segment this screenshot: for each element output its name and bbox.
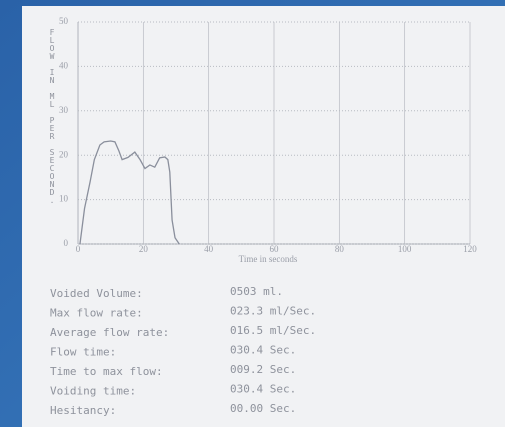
result-value: 030.4 Sec.	[230, 383, 296, 396]
y-tick-label: 40	[59, 60, 69, 70]
y-tick-label: 30	[59, 105, 69, 115]
result-label: Voiding time:	[50, 385, 136, 398]
result-label: Average flow rate:	[50, 326, 169, 339]
result-label: Max flow rate:	[50, 307, 143, 320]
result-value: 023.3 ml/Sec.	[230, 305, 316, 318]
x-tick-label: 0	[76, 244, 81, 254]
y-axis-label: FLOW IN ML PER SECOND.	[48, 28, 57, 204]
x-tick-label: 120	[463, 244, 477, 254]
result-label: Hesitancy:	[50, 404, 116, 417]
x-tick-label: 60	[270, 244, 280, 254]
x-axis-label: Time in seconds	[239, 254, 298, 264]
result-value: 0503 ml.	[230, 285, 283, 298]
x-tick-label: 20	[139, 244, 149, 254]
result-label: Flow time:	[50, 346, 116, 359]
chart: FLOW IN ML PER SECOND. Time in seconds V…	[0, 0, 505, 427]
y-tick-label: 20	[59, 149, 69, 159]
x-tick-label: 100	[398, 244, 412, 254]
result-value: 030.4 Sec.	[230, 344, 296, 357]
x-tick-label: 80	[335, 244, 345, 254]
page: FLOW IN ML PER SECOND. Time in seconds V…	[0, 0, 505, 427]
y-tick-label: 10	[59, 194, 69, 204]
result-value: 009.2 Sec.	[230, 363, 296, 376]
y-tick-label: 0	[64, 238, 69, 248]
result-value: 00.00 Sec.	[230, 402, 296, 415]
result-value: 016.5 ml/Sec.	[230, 324, 316, 337]
x-tick-label: 40	[204, 244, 214, 254]
result-label: Time to max flow:	[50, 365, 163, 378]
result-label: Voided Volume:	[50, 287, 143, 300]
y-tick-label: 50	[59, 16, 69, 26]
